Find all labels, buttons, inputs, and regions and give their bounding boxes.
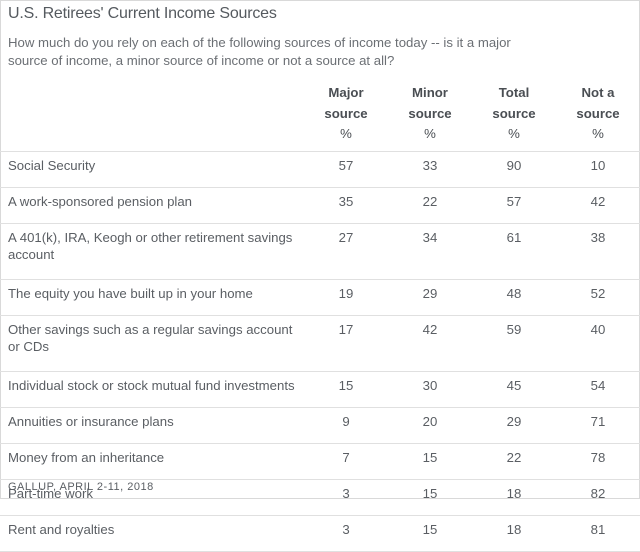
minor-source-value: 29 bbox=[388, 279, 472, 316]
row-label: The equity you have built up in your hom… bbox=[0, 279, 304, 316]
minor-source-value: 34 bbox=[388, 223, 472, 280]
column-header-minor: Minor bbox=[412, 85, 448, 100]
row-label: A 401(k), IRA, Keogh or other retirement… bbox=[0, 223, 304, 280]
column-header-total-source: source bbox=[492, 106, 536, 121]
row-label: Other savings such as a regular savings … bbox=[0, 315, 304, 372]
not-a-source-value: 10 bbox=[556, 151, 640, 188]
column-unit: % bbox=[508, 126, 520, 141]
table-row: A work-sponsored pension plan 35 22 57 42 bbox=[0, 187, 640, 224]
survey-question: How much do you rely on each of the foll… bbox=[8, 35, 511, 68]
header-row-line2: source source source source bbox=[0, 103, 640, 124]
row-label: Individual stock or stock mutual fund in… bbox=[0, 371, 304, 408]
not-a-source-value: 81 bbox=[556, 515, 640, 552]
row-label: Money from an inheritance bbox=[0, 443, 304, 480]
column-header-major-source: source bbox=[324, 106, 368, 121]
row-label: Annuities or insurance plans bbox=[0, 407, 304, 444]
total-source-value: 57 bbox=[472, 187, 556, 224]
column-header-minor-source: source bbox=[408, 106, 452, 121]
major-source-value: 15 bbox=[304, 371, 388, 408]
column-unit: % bbox=[592, 126, 604, 141]
total-source-value: 59 bbox=[472, 315, 556, 372]
table-row: Social Security 57 33 90 10 bbox=[0, 151, 640, 188]
major-source-value: 7 bbox=[304, 443, 388, 480]
not-a-source-value: 42 bbox=[556, 187, 640, 224]
total-source-value: 18 bbox=[472, 479, 556, 516]
row-label: Social Security bbox=[0, 151, 304, 188]
column-header-total: Total bbox=[498, 85, 530, 100]
total-source-value: 61 bbox=[472, 223, 556, 280]
table-row: Rent and royalties 3 15 18 81 bbox=[0, 515, 640, 552]
total-source-value: 45 bbox=[472, 371, 556, 408]
minor-source-value: 22 bbox=[388, 187, 472, 224]
table-row: Annuities or insurance plans 9 20 29 71 bbox=[0, 407, 640, 444]
minor-source-value: 20 bbox=[388, 407, 472, 444]
major-source-value: 3 bbox=[304, 479, 388, 516]
minor-source-value: 33 bbox=[388, 151, 472, 188]
major-source-value: 27 bbox=[304, 223, 388, 280]
major-source-value: 9 bbox=[304, 407, 388, 444]
table-row: Individual stock or stock mutual fund in… bbox=[0, 371, 640, 408]
not-a-source-value: 78 bbox=[556, 443, 640, 480]
column-header-major: Major bbox=[328, 85, 364, 100]
major-source-value: 19 bbox=[304, 279, 388, 316]
minor-source-value: 15 bbox=[388, 443, 472, 480]
minor-source-value: 15 bbox=[388, 479, 472, 516]
row-label: Rent and royalties bbox=[0, 515, 304, 552]
row-label: A work-sponsored pension plan bbox=[0, 187, 304, 224]
table-row: Money from an inheritance 7 15 22 78 bbox=[0, 443, 640, 480]
not-a-source-value: 82 bbox=[556, 479, 640, 516]
column-unit: % bbox=[340, 126, 352, 141]
not-a-source-value: 52 bbox=[556, 279, 640, 316]
total-source-value: 22 bbox=[472, 443, 556, 480]
major-source-value: 17 bbox=[304, 315, 388, 372]
total-source-value: 29 bbox=[472, 407, 556, 444]
not-a-source-value: 38 bbox=[556, 223, 640, 280]
header-blank bbox=[0, 124, 304, 152]
table-row: The equity you have built up in your hom… bbox=[0, 279, 640, 316]
minor-source-value: 15 bbox=[388, 515, 472, 552]
table-row: Other savings such as a regular savings … bbox=[0, 315, 640, 372]
major-source-value: 35 bbox=[304, 187, 388, 224]
not-a-source-value: 54 bbox=[556, 371, 640, 408]
not-a-source-value: 71 bbox=[556, 407, 640, 444]
column-header-not-a: Not a bbox=[581, 85, 615, 100]
source-note: GALLUP, APRIL 2-11, 2018 bbox=[8, 481, 154, 493]
header-blank bbox=[0, 82, 304, 103]
header-blank bbox=[0, 103, 304, 124]
minor-source-value: 30 bbox=[388, 371, 472, 408]
total-source-value: 48 bbox=[472, 279, 556, 316]
header-row-line1: Major Minor Total Not a bbox=[0, 82, 640, 103]
table-row: A 401(k), IRA, Keogh or other retirement… bbox=[0, 223, 640, 280]
minor-source-value: 42 bbox=[388, 315, 472, 372]
column-header-not-a-source: source bbox=[576, 106, 620, 121]
column-unit: % bbox=[424, 126, 436, 141]
not-a-source-value: 40 bbox=[556, 315, 640, 372]
total-source-value: 90 bbox=[472, 151, 556, 188]
major-source-value: 57 bbox=[304, 151, 388, 188]
major-source-value: 3 bbox=[304, 515, 388, 552]
chart-title: U.S. Retirees' Current Income Sources bbox=[8, 5, 277, 22]
total-source-value: 18 bbox=[472, 515, 556, 552]
header-row-units: % % % % bbox=[0, 124, 640, 152]
